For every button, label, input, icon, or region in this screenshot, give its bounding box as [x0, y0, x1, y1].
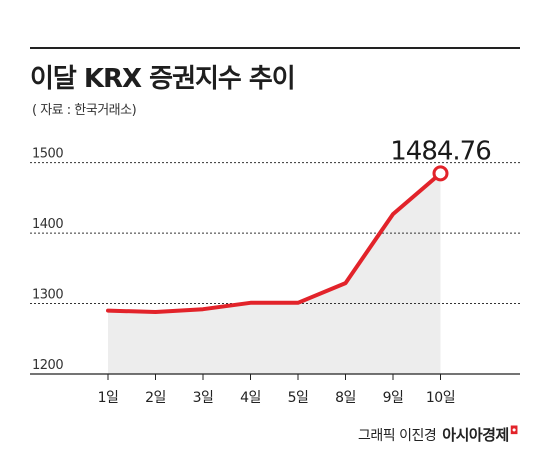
last-value-label: 1484.76 — [390, 136, 491, 166]
x-tick-label: 2일 — [145, 390, 166, 406]
x-tick-label: 3일 — [193, 390, 214, 406]
credit: 그래픽 이진경 아시아경제◘ — [358, 424, 518, 445]
chart-title: 이달 KRX 증권지수 추이 — [30, 64, 296, 94]
y-tick-label: 1400 — [32, 217, 63, 232]
x-tick-label: 5일 — [288, 390, 309, 406]
source-note: ( 자료 : 한국거래소) — [32, 103, 137, 118]
credit-graphic: 그래픽 이진경 — [358, 428, 437, 444]
x-tick-label: 10일 — [426, 390, 455, 406]
x-tick-label: 1일 — [98, 390, 119, 406]
brand-logo: 아시아경제 — [442, 426, 509, 444]
y-tick-label: 1500 — [32, 147, 63, 162]
x-tick-label: 8일 — [335, 390, 356, 406]
y-tick-label: 1200 — [32, 358, 63, 373]
x-tick-label: 9일 — [383, 390, 404, 406]
area-fill — [108, 173, 441, 374]
top-rule — [30, 47, 520, 49]
y-tick-label: 1300 — [32, 288, 63, 303]
brand-mark-icon: ◘ — [509, 424, 519, 437]
last-point-marker — [432, 165, 449, 182]
series-line — [106, 171, 443, 314]
x-tick-label: 4일 — [240, 390, 261, 406]
